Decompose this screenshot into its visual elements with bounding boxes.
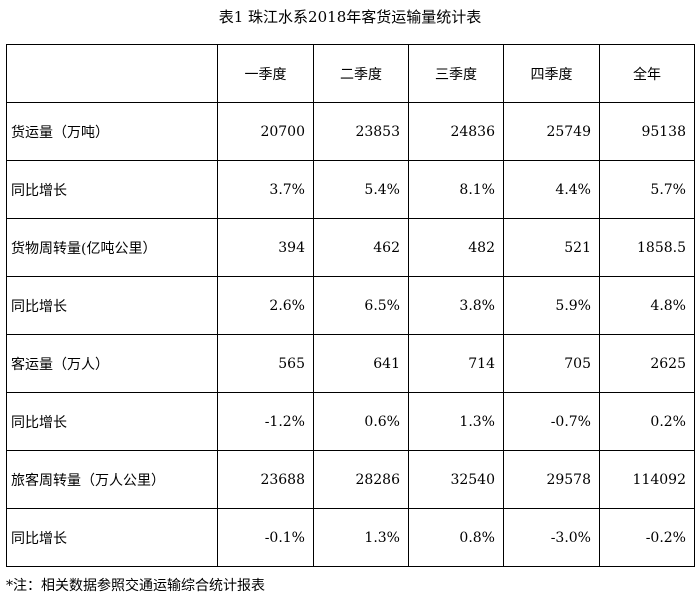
table-cell: 23853	[313, 102, 409, 161]
table-cell: 95138	[599, 102, 695, 161]
table-cell: 394	[217, 218, 314, 277]
header-cell-q3: 三季度	[408, 44, 504, 103]
table-cell: 1858.5	[599, 218, 695, 277]
table-cell: 462	[313, 218, 409, 277]
table-title: 表1 珠江水系2018年客货运输量统计表	[218, 8, 482, 26]
header-cell-q1: 一季度	[217, 44, 314, 103]
table-cell: 5.4%	[313, 160, 409, 219]
table-cell: 8.1%	[408, 160, 504, 219]
table-cell: -0.2%	[599, 508, 695, 567]
header-cell-q4: 四季度	[503, 44, 600, 103]
table-cell: 32540	[408, 450, 504, 509]
table-row: 旅客周转量（万人公里） 23688 28286 32540 29578 1140…	[6, 450, 695, 509]
table-cell: 2.6%	[217, 276, 314, 335]
row-label: 货物周转量(亿吨公里）	[6, 218, 218, 277]
row-label: 同比增长	[6, 392, 218, 451]
row-label: 旅客周转量（万人公里）	[6, 450, 218, 509]
table-cell: 1.3%	[408, 392, 504, 451]
table-cell: 565	[217, 334, 314, 393]
table-row: 货物周转量(亿吨公里） 394 462 482 521 1858.5	[6, 218, 695, 277]
table-cell: 0.8%	[408, 508, 504, 567]
header-cell-blank	[6, 44, 218, 103]
table-cell: 0.6%	[313, 392, 409, 451]
table-cell: 714	[408, 334, 504, 393]
table-cell: 4.8%	[599, 276, 695, 335]
header-cell-q2: 二季度	[313, 44, 409, 103]
table-cell: 3.8%	[408, 276, 504, 335]
table-cell: 482	[408, 218, 504, 277]
row-label: 同比增长	[6, 508, 218, 567]
table-cell: 29578	[503, 450, 600, 509]
table-row: 客运量（万人） 565 641 714 705 2625	[6, 334, 695, 393]
table-cell: 641	[313, 334, 409, 393]
table-row: 同比增长 -1.2% 0.6% 1.3% -0.7% 0.2%	[6, 392, 695, 451]
table-cell: 5.9%	[503, 276, 600, 335]
statistics-table: 一季度 二季度 三季度 四季度 全年 货运量（万吨） 20700 23853 2…	[6, 44, 695, 567]
row-label: 同比增长	[6, 160, 218, 219]
table-cell: 4.4%	[503, 160, 600, 219]
table-cell: 5.7%	[599, 160, 695, 219]
header-row: 一季度 二季度 三季度 四季度 全年	[6, 44, 695, 103]
row-label: 同比增长	[6, 276, 218, 335]
table-cell: 25749	[503, 102, 600, 161]
table-row: 同比增长 3.7% 5.4% 8.1% 4.4% 5.7%	[6, 160, 695, 219]
table-cell: 24836	[408, 102, 504, 161]
row-label: 客运量（万人）	[6, 334, 218, 393]
table-cell: 521	[503, 218, 600, 277]
table-cell: -1.2%	[217, 392, 314, 451]
table-row: 货运量（万吨） 20700 23853 24836 25749 95138	[6, 102, 695, 161]
table-row: 同比增长 -0.1% 1.3% 0.8% -3.0% -0.2%	[6, 508, 695, 567]
row-label: 货运量（万吨）	[6, 102, 218, 161]
table-cell: -0.7%	[503, 392, 600, 451]
table-cell: 28286	[313, 450, 409, 509]
table-cell: 705	[503, 334, 600, 393]
table-cell: 23688	[217, 450, 314, 509]
table-cell: 20700	[217, 102, 314, 161]
table-cell: -0.1%	[217, 508, 314, 567]
table-cell: 2625	[599, 334, 695, 393]
table-cell: 6.5%	[313, 276, 409, 335]
table-cell: -3.0%	[503, 508, 600, 567]
table-row: 同比增长 2.6% 6.5% 3.8% 5.9% 4.8%	[6, 276, 695, 335]
table-cell: 114092	[599, 450, 695, 509]
footnote: *注：相关数据参照交通运输综合统计报表	[6, 578, 265, 594]
table-cell: 0.2%	[599, 392, 695, 451]
table-cell: 3.7%	[217, 160, 314, 219]
table-cell: 1.3%	[313, 508, 409, 567]
header-cell-year: 全年	[599, 44, 695, 103]
